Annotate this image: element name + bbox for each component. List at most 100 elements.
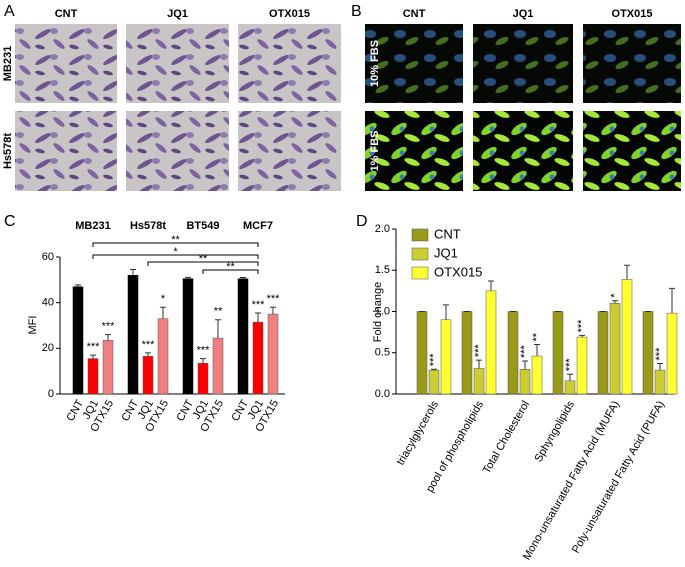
micrograph: [238, 111, 341, 191]
bar: [267, 313, 279, 395]
panel-label: A: [4, 3, 15, 20]
legend-swatch: [411, 266, 429, 280]
significance: ***: [519, 344, 531, 358]
bar: [440, 319, 452, 395]
comparison-label: **: [226, 261, 235, 273]
error-bar: [105, 334, 111, 341]
bar: [127, 275, 139, 395]
y-tick-label: 40: [42, 297, 54, 309]
error-bar: [624, 264, 630, 280]
bar: [87, 358, 99, 395]
significance: ***: [267, 293, 281, 305]
group-label: MCF7: [243, 220, 273, 232]
legend-label: JQ1: [434, 245, 458, 260]
panel-label: B: [351, 3, 362, 20]
column-label: JQ1: [167, 8, 188, 20]
significance: ***: [142, 339, 156, 351]
error-bar: [612, 300, 618, 304]
bar: [576, 336, 588, 395]
error-bar: [200, 358, 206, 364]
error-bar: [185, 276, 191, 279]
micrograph: [473, 111, 573, 191]
comparison-label: **: [199, 253, 208, 265]
bar: [609, 303, 621, 395]
bar: [212, 337, 224, 395]
legend-swatch: [411, 247, 429, 261]
bar: [197, 362, 209, 395]
bar: [507, 311, 519, 395]
group-label: BT549: [186, 220, 219, 232]
comparison-label: **: [171, 234, 180, 246]
y-tick-label: 2.0: [375, 223, 390, 235]
x-tick-label: triacylglycerols: [395, 399, 442, 468]
significance: *: [609, 293, 621, 298]
y-axis-label: Fold change: [372, 282, 384, 343]
bar: [461, 311, 473, 395]
significance: **: [531, 332, 543, 341]
bar: [252, 321, 264, 395]
comparison-bracket: [92, 254, 259, 259]
micrograph: [15, 111, 117, 191]
y-tick-label: 60: [42, 251, 54, 263]
bar: [621, 279, 633, 395]
y-tick-label: 0.0: [375, 388, 390, 400]
row-label: Hs578t: [2, 133, 14, 169]
significance: ***: [197, 345, 211, 357]
error-bar: [669, 287, 675, 314]
significance: ***: [252, 299, 266, 311]
bar: [552, 311, 564, 395]
legend-swatch: [411, 228, 429, 242]
error-bar: [522, 360, 528, 370]
micrograph: [473, 24, 573, 103]
legend-label: CNT: [434, 226, 461, 241]
y-tick-label: 0.5: [375, 347, 390, 359]
x-tick-label: Sphyngolipids: [532, 399, 577, 465]
comparison-label: *: [173, 246, 178, 258]
bar: [157, 318, 169, 395]
y-tick-label: 20: [42, 342, 54, 354]
significance: ***: [102, 321, 116, 333]
bar: [428, 369, 440, 395]
row-label: MB231: [2, 46, 14, 81]
group-label: MB231: [75, 220, 110, 232]
column-label: JQ1: [513, 8, 534, 20]
bar: [564, 380, 576, 395]
y-tick-label: 1.5: [375, 264, 390, 276]
error-bar: [476, 359, 482, 369]
bar: [416, 311, 428, 395]
error-bar: [255, 312, 261, 323]
significance: ***: [428, 353, 440, 367]
micrograph: [238, 24, 341, 103]
error-bar: [240, 277, 246, 279]
micrograph: [583, 24, 681, 103]
y-tick-label: 1.0: [375, 305, 390, 317]
comparison-bracket: [202, 269, 259, 274]
row-label: 1% FBS: [369, 131, 381, 172]
column-label: OTX015: [612, 8, 653, 20]
y-tick-label: 0: [48, 388, 54, 400]
column-label: CNT: [55, 8, 78, 20]
bar: [519, 369, 531, 395]
group-label: Hs578t: [130, 220, 166, 232]
x-tick-label: Mono-unsaturated Fatty Acid (MUFA): [521, 399, 622, 562]
column-label: OTX015: [269, 8, 310, 20]
x-tick-label: Total Cholesterol: [481, 399, 532, 476]
significance: ***: [654, 347, 666, 361]
error-bar: [431, 368, 437, 371]
bar: [142, 356, 154, 395]
error-bar: [579, 334, 585, 338]
bar: [654, 369, 666, 395]
panel-label: C: [4, 213, 16, 230]
error-bar: [488, 280, 494, 291]
error-bar: [75, 284, 81, 287]
error-bar: [130, 269, 136, 276]
significance: ***: [87, 341, 101, 353]
significance: ***: [473, 344, 485, 358]
micrograph: [583, 111, 681, 191]
x-tick-label: Poly-unsaturated Fatty Acid (PUFA): [570, 399, 667, 555]
comparison-bracket: [92, 242, 259, 247]
micrograph: [365, 111, 463, 191]
column-label: CNT: [403, 8, 426, 20]
error-bar: [160, 306, 166, 319]
